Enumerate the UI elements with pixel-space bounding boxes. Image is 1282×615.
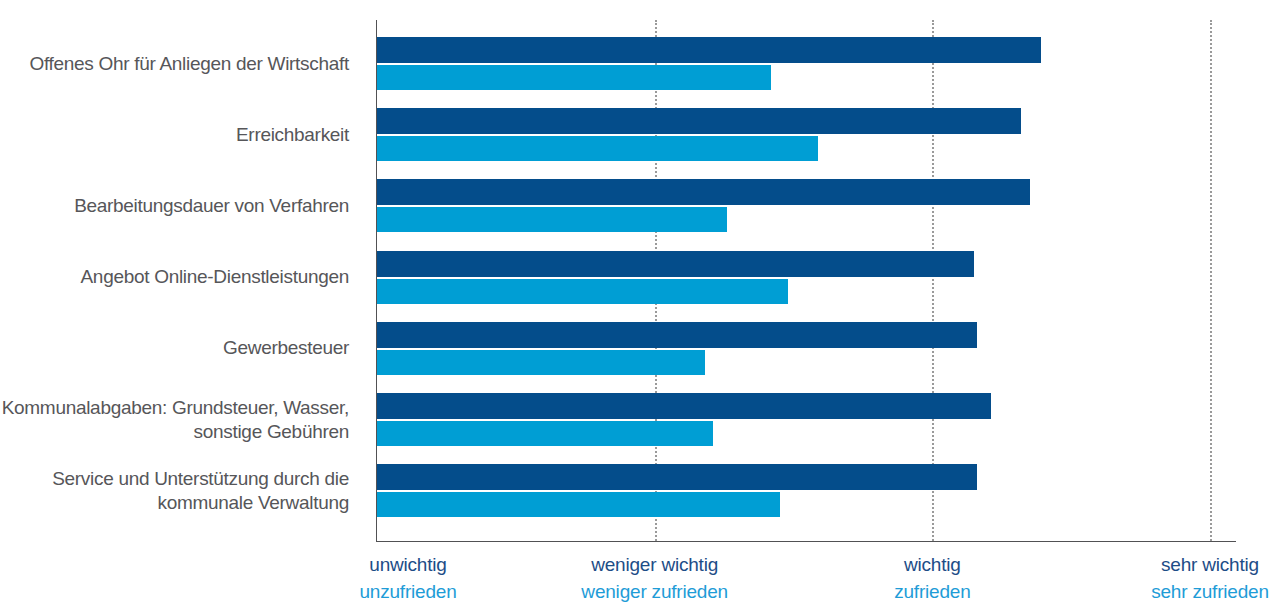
category-label: Gewerbesteuer xyxy=(0,322,349,375)
gridline xyxy=(1210,20,1212,541)
importance-bar xyxy=(377,179,1030,205)
survey-bar-chart: Offenes Ohr für Anliegen der Wirtschaft E… xyxy=(0,0,1282,615)
category-label: Kommunalabgaben: Grundsteuer, Wasser, so… xyxy=(0,393,349,446)
category-labels-column: Offenes Ohr für Anliegen der Wirtschaft E… xyxy=(0,20,349,541)
x-axis-tick-labels: unwichtigunzufriedenweniger wichtigwenig… xyxy=(377,551,1210,611)
plot-area xyxy=(377,20,1210,541)
bar-group xyxy=(377,464,1210,517)
satisfaction-bar xyxy=(377,421,713,446)
importance-bar xyxy=(377,37,1041,63)
bar-group xyxy=(377,179,1210,232)
category-label: Offenes Ohr für Anliegen der Wirtschaft xyxy=(0,37,349,90)
tick-label-satisfaction: weniger zufrieden xyxy=(581,578,728,605)
satisfaction-bar xyxy=(377,65,771,90)
tick-label-satisfaction: sehr zufrieden xyxy=(1151,578,1269,605)
tick-label-importance: wichtig xyxy=(894,551,970,578)
importance-bar xyxy=(377,393,991,419)
bar-group xyxy=(377,108,1210,161)
satisfaction-bar xyxy=(377,350,705,375)
category-label: Bearbeitungsdauer von Verfahren xyxy=(0,179,349,232)
importance-bar xyxy=(377,251,974,277)
x-axis-line xyxy=(376,541,1236,542)
satisfaction-bar xyxy=(377,136,818,161)
importance-bar xyxy=(377,322,977,348)
tick-label-satisfaction: unzufrieden xyxy=(359,578,456,605)
satisfaction-bar xyxy=(377,492,780,517)
bar-group xyxy=(377,251,1210,304)
category-label: Angebot Online-Dienstleistungen xyxy=(0,251,349,304)
tick-label-satisfaction: zufrieden xyxy=(894,578,970,605)
axis-tick-label: unwichtigunzufrieden xyxy=(359,551,456,605)
satisfaction-bar xyxy=(377,279,788,304)
tick-label-importance: weniger wichtig xyxy=(581,551,728,578)
bar-group xyxy=(377,322,1210,375)
category-label: Service und Unterstützung durch die komm… xyxy=(0,464,349,517)
bar-group xyxy=(377,393,1210,446)
axis-tick-label: wichtigzufrieden xyxy=(894,551,970,605)
axis-tick-label: weniger wichtigweniger zufrieden xyxy=(581,551,728,605)
tick-label-importance: sehr wichtig xyxy=(1151,551,1269,578)
axis-tick-label: sehr wichtigsehr zufrieden xyxy=(1151,551,1269,605)
bar-group xyxy=(377,37,1210,90)
importance-bar xyxy=(377,108,1021,134)
importance-bar xyxy=(377,464,977,490)
satisfaction-bar xyxy=(377,207,727,232)
tick-label-importance: unwichtig xyxy=(359,551,456,578)
category-label: Erreichbarkeit xyxy=(0,108,349,161)
